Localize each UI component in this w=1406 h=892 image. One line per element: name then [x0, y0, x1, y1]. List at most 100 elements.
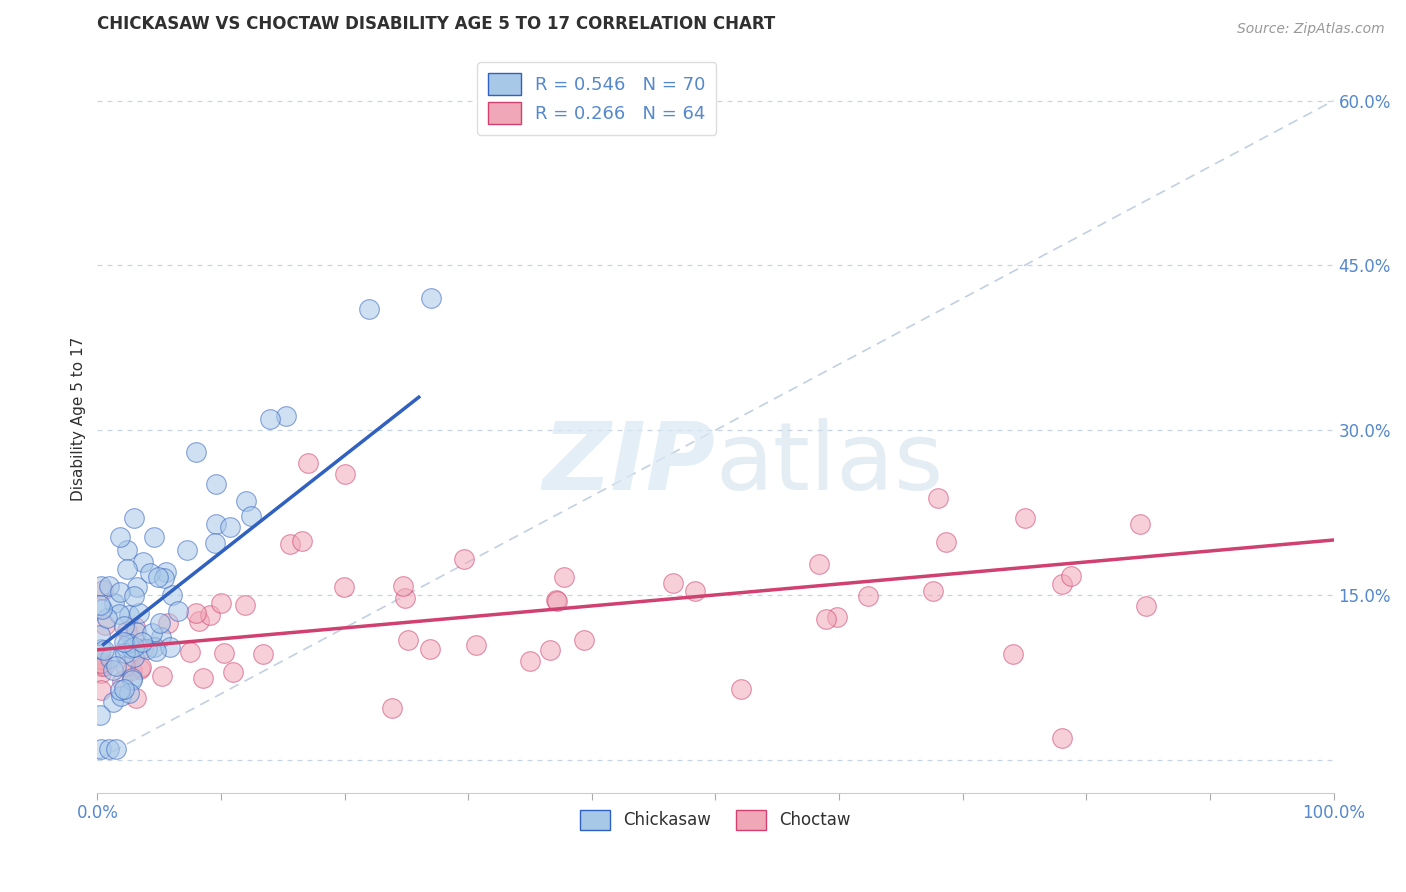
Point [93, 643, 115, 657]
Text: Source: ZipAtlas.com: Source: ZipAtlas.com [1237, 22, 1385, 37]
Point [121, 671, 143, 685]
Point [212, 646, 235, 660]
Point [662, 576, 685, 591]
Point [98, 651, 121, 665]
Point [114, 619, 136, 633]
Point [1014, 511, 1036, 525]
Point [108, 607, 131, 621]
Point [297, 456, 319, 470]
Point [1050, 731, 1073, 745]
Point [205, 516, 228, 531]
Point [453, 551, 475, 566]
Point [156, 616, 179, 631]
Point [90, 659, 112, 673]
Point [122, 640, 145, 654]
Point [128, 606, 150, 620]
Point [145, 644, 167, 658]
Point [122, 650, 145, 665]
Point [97, 579, 120, 593]
Point [233, 599, 256, 613]
Point [143, 530, 166, 544]
Point [117, 607, 139, 622]
Point [90, 665, 112, 680]
Point [125, 580, 148, 594]
Point [149, 630, 172, 644]
Point [274, 409, 297, 424]
Point [808, 557, 831, 571]
Point [132, 641, 155, 656]
Point [205, 477, 228, 491]
Point [121, 673, 143, 687]
Point [91, 601, 114, 615]
Point [392, 579, 415, 593]
Point [396, 633, 419, 648]
Point [110, 682, 132, 697]
Point [278, 537, 301, 551]
Point [685, 584, 707, 599]
Point [153, 571, 176, 585]
Point [204, 535, 226, 549]
Point [122, 590, 145, 604]
Point [381, 701, 404, 715]
Point [553, 570, 575, 584]
Point [120, 641, 142, 656]
Point [825, 610, 848, 624]
Point [90, 642, 112, 657]
Point [115, 543, 138, 558]
Point [359, 302, 381, 317]
Point [1050, 577, 1073, 591]
Point [124, 624, 146, 639]
Point [90, 683, 112, 698]
Point [90, 651, 112, 665]
Point [159, 640, 181, 654]
Point [730, 681, 752, 696]
Point [121, 663, 143, 677]
Point [148, 570, 170, 584]
Point [167, 604, 190, 618]
Point [136, 641, 159, 656]
Point [128, 662, 150, 676]
Point [98, 741, 121, 756]
Point [240, 508, 263, 523]
Point [104, 741, 127, 756]
Point [222, 665, 245, 679]
Point [333, 580, 356, 594]
Point [129, 660, 152, 674]
Point [184, 606, 207, 620]
Point [96, 611, 118, 625]
Point [419, 642, 441, 657]
Legend: Chickasaw, Choctaw: Chickasaw, Choctaw [574, 803, 858, 837]
Point [125, 691, 148, 706]
Point [111, 673, 134, 688]
Point [132, 555, 155, 569]
Point [546, 594, 568, 608]
Point [112, 681, 135, 696]
Point [124, 619, 146, 633]
Point [110, 690, 132, 704]
Point [927, 491, 949, 506]
Point [191, 671, 214, 685]
Point [89, 598, 111, 612]
Point [935, 535, 957, 549]
Point [108, 585, 131, 599]
Point [124, 511, 146, 525]
Point [155, 566, 177, 580]
Point [856, 589, 879, 603]
Point [198, 607, 221, 622]
Point [131, 635, 153, 649]
Point [1135, 599, 1157, 613]
Point [420, 291, 443, 305]
Point [90, 741, 112, 756]
Point [117, 636, 139, 650]
Point [142, 640, 165, 655]
Point [91, 582, 114, 597]
Point [110, 530, 132, 544]
Point [139, 566, 162, 580]
Point [104, 658, 127, 673]
Point [187, 614, 209, 628]
Point [94, 618, 117, 632]
Text: ZIP: ZIP [543, 418, 716, 510]
Point [259, 412, 281, 426]
Point [922, 583, 945, 598]
Point [1128, 516, 1150, 531]
